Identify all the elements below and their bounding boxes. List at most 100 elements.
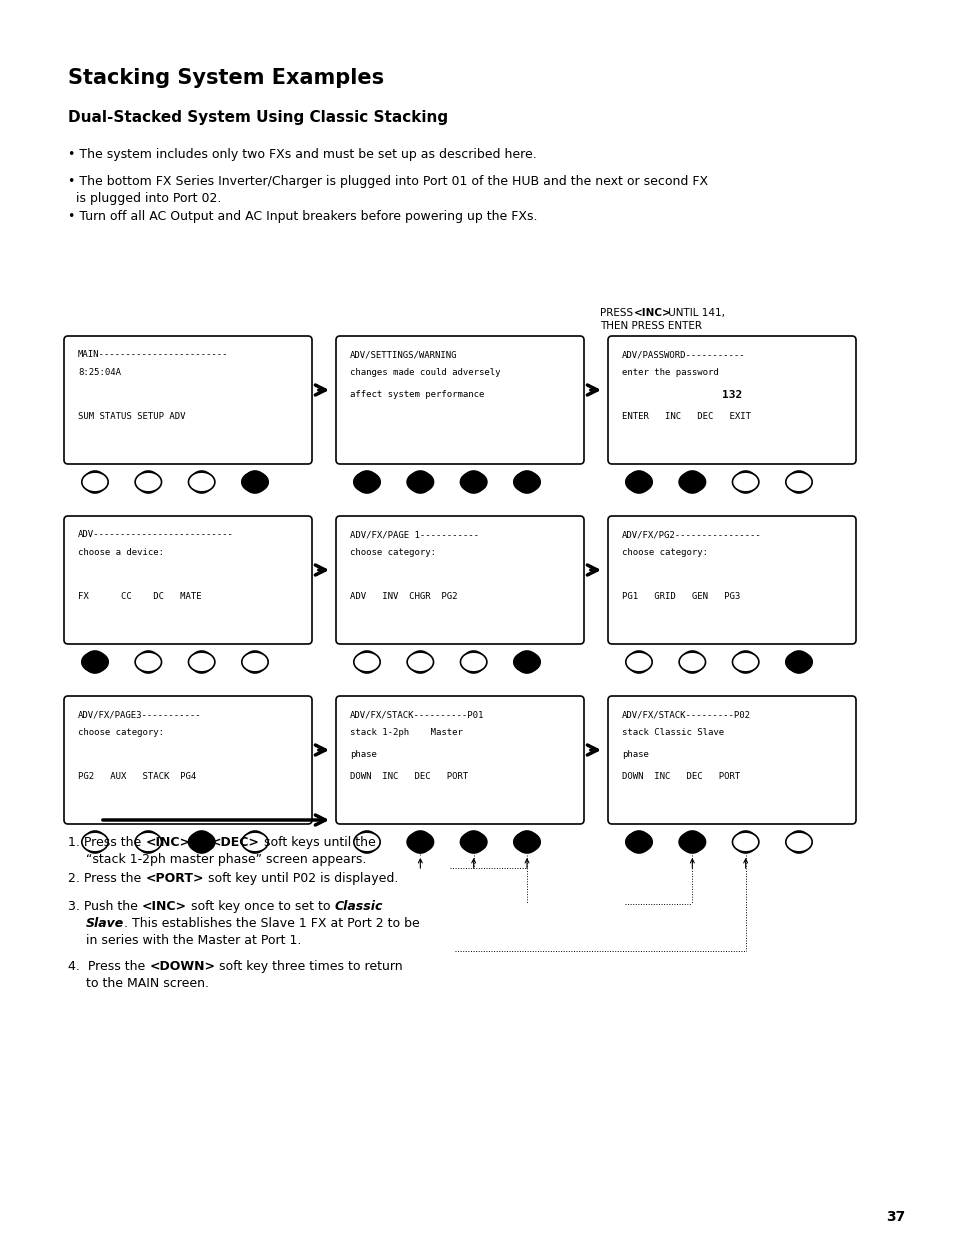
Ellipse shape <box>514 472 539 492</box>
Text: Classic: Classic <box>334 900 382 913</box>
Text: ADV/FX/PAGE 1-----------: ADV/FX/PAGE 1----------- <box>350 530 478 538</box>
Text: Dual-Stacked System Using Classic Stacking: Dual-Stacked System Using Classic Stacki… <box>68 110 448 125</box>
Ellipse shape <box>514 652 539 672</box>
Ellipse shape <box>679 472 705 492</box>
Circle shape <box>787 471 809 493</box>
Text: DOWN  INC   DEC   PORT: DOWN INC DEC PORT <box>350 772 468 781</box>
Text: <PORT>: <PORT> <box>145 872 204 885</box>
FancyBboxPatch shape <box>335 336 583 464</box>
Ellipse shape <box>785 652 811 672</box>
Ellipse shape <box>785 472 811 492</box>
Text: ADV/SETTINGS/WARNING: ADV/SETTINGS/WARNING <box>350 350 457 359</box>
Text: in series with the Master at Port 1.: in series with the Master at Port 1. <box>86 934 301 947</box>
Circle shape <box>627 831 649 853</box>
Ellipse shape <box>189 472 214 492</box>
Text: choose category:: choose category: <box>621 548 707 557</box>
Circle shape <box>462 831 484 853</box>
Text: changes made could adversely: changes made could adversely <box>350 368 500 377</box>
Ellipse shape <box>354 832 380 852</box>
Ellipse shape <box>407 472 433 492</box>
Text: stack 1-2ph    Master: stack 1-2ph Master <box>350 727 462 737</box>
Ellipse shape <box>625 652 652 672</box>
Ellipse shape <box>732 652 758 672</box>
Text: UNTIL 141,: UNTIL 141, <box>664 308 724 317</box>
Ellipse shape <box>407 652 433 672</box>
Text: PRESS: PRESS <box>599 308 636 317</box>
Text: • The bottom FX Series Inverter/Charger is plugged into Port 01 of the HUB and t: • The bottom FX Series Inverter/Charger … <box>68 175 707 188</box>
Text: • Turn off all AC Output and AC Input breakers before powering up the FXs.: • Turn off all AC Output and AC Input br… <box>68 210 537 224</box>
Circle shape <box>516 651 537 673</box>
FancyBboxPatch shape <box>607 697 855 824</box>
Ellipse shape <box>82 832 108 852</box>
Text: <INC>: <INC> <box>145 836 190 848</box>
Text: ENTER   INC   DEC   EXIT: ENTER INC DEC EXIT <box>621 412 750 421</box>
FancyBboxPatch shape <box>64 336 312 464</box>
Ellipse shape <box>460 832 486 852</box>
Text: ADV   INV  CHGR  PG2: ADV INV CHGR PG2 <box>350 592 457 601</box>
Ellipse shape <box>82 652 108 672</box>
FancyBboxPatch shape <box>335 697 583 824</box>
Ellipse shape <box>82 472 108 492</box>
Text: ADV/FX/STACK----------P01: ADV/FX/STACK----------P01 <box>350 710 484 719</box>
Circle shape <box>137 831 159 853</box>
Text: <DEC>: <DEC> <box>211 836 259 848</box>
Text: Stacking System Examples: Stacking System Examples <box>68 68 384 88</box>
Circle shape <box>137 651 159 673</box>
Text: or: or <box>190 836 211 848</box>
Text: choose category:: choose category: <box>78 727 164 737</box>
Ellipse shape <box>241 652 268 672</box>
Text: <INC>: <INC> <box>634 308 671 317</box>
FancyBboxPatch shape <box>607 336 855 464</box>
Text: 132: 132 <box>721 390 741 400</box>
Circle shape <box>191 471 213 493</box>
Circle shape <box>244 471 266 493</box>
Text: ADV/PASSWORD-----------: ADV/PASSWORD----------- <box>621 350 745 359</box>
Text: MAIN------------------------: MAIN------------------------ <box>78 350 229 359</box>
Text: soft key once to set to: soft key once to set to <box>187 900 334 913</box>
Text: soft key until P02 is displayed.: soft key until P02 is displayed. <box>204 872 397 885</box>
Circle shape <box>787 831 809 853</box>
Circle shape <box>191 831 213 853</box>
Text: to the MAIN screen.: to the MAIN screen. <box>86 977 209 990</box>
Text: enter the password: enter the password <box>621 368 718 377</box>
Text: choose category:: choose category: <box>350 548 436 557</box>
Circle shape <box>137 471 159 493</box>
Circle shape <box>516 831 537 853</box>
Circle shape <box>680 471 702 493</box>
Circle shape <box>409 651 431 673</box>
Text: stack Classic Slave: stack Classic Slave <box>621 727 723 737</box>
Circle shape <box>787 651 809 673</box>
Circle shape <box>355 651 377 673</box>
Text: ADV/FX/STACK---------P02: ADV/FX/STACK---------P02 <box>621 710 750 719</box>
Text: PG2   AUX   STACK  PG4: PG2 AUX STACK PG4 <box>78 772 196 781</box>
Text: Slave: Slave <box>86 918 124 930</box>
Ellipse shape <box>407 832 433 852</box>
Ellipse shape <box>679 652 705 672</box>
Ellipse shape <box>514 832 539 852</box>
Circle shape <box>409 831 431 853</box>
Text: PG1   GRID   GEN   PG3: PG1 GRID GEN PG3 <box>621 592 740 601</box>
Ellipse shape <box>460 472 486 492</box>
Text: is plugged into Port 02.: is plugged into Port 02. <box>68 191 221 205</box>
Circle shape <box>84 471 106 493</box>
Text: <DOWN>: <DOWN> <box>149 960 215 973</box>
Text: 3. Push the: 3. Push the <box>68 900 142 913</box>
Text: “stack 1-2ph master phase” screen appears.: “stack 1-2ph master phase” screen appear… <box>86 853 366 866</box>
Ellipse shape <box>732 472 758 492</box>
Text: THEN PRESS ENTER: THEN PRESS ENTER <box>599 321 701 331</box>
Circle shape <box>627 651 649 673</box>
Ellipse shape <box>785 832 811 852</box>
Text: affect system performance: affect system performance <box>350 390 484 399</box>
Text: soft keys until the: soft keys until the <box>259 836 375 848</box>
Circle shape <box>462 651 484 673</box>
Circle shape <box>244 831 266 853</box>
Circle shape <box>627 471 649 493</box>
Text: 1. Press the: 1. Press the <box>68 836 145 848</box>
Ellipse shape <box>354 652 380 672</box>
Ellipse shape <box>679 832 705 852</box>
Text: phase: phase <box>350 750 376 760</box>
Ellipse shape <box>135 652 161 672</box>
Text: FX      CC    DC   MATE: FX CC DC MATE <box>78 592 201 601</box>
Circle shape <box>516 471 537 493</box>
FancyBboxPatch shape <box>64 516 312 643</box>
